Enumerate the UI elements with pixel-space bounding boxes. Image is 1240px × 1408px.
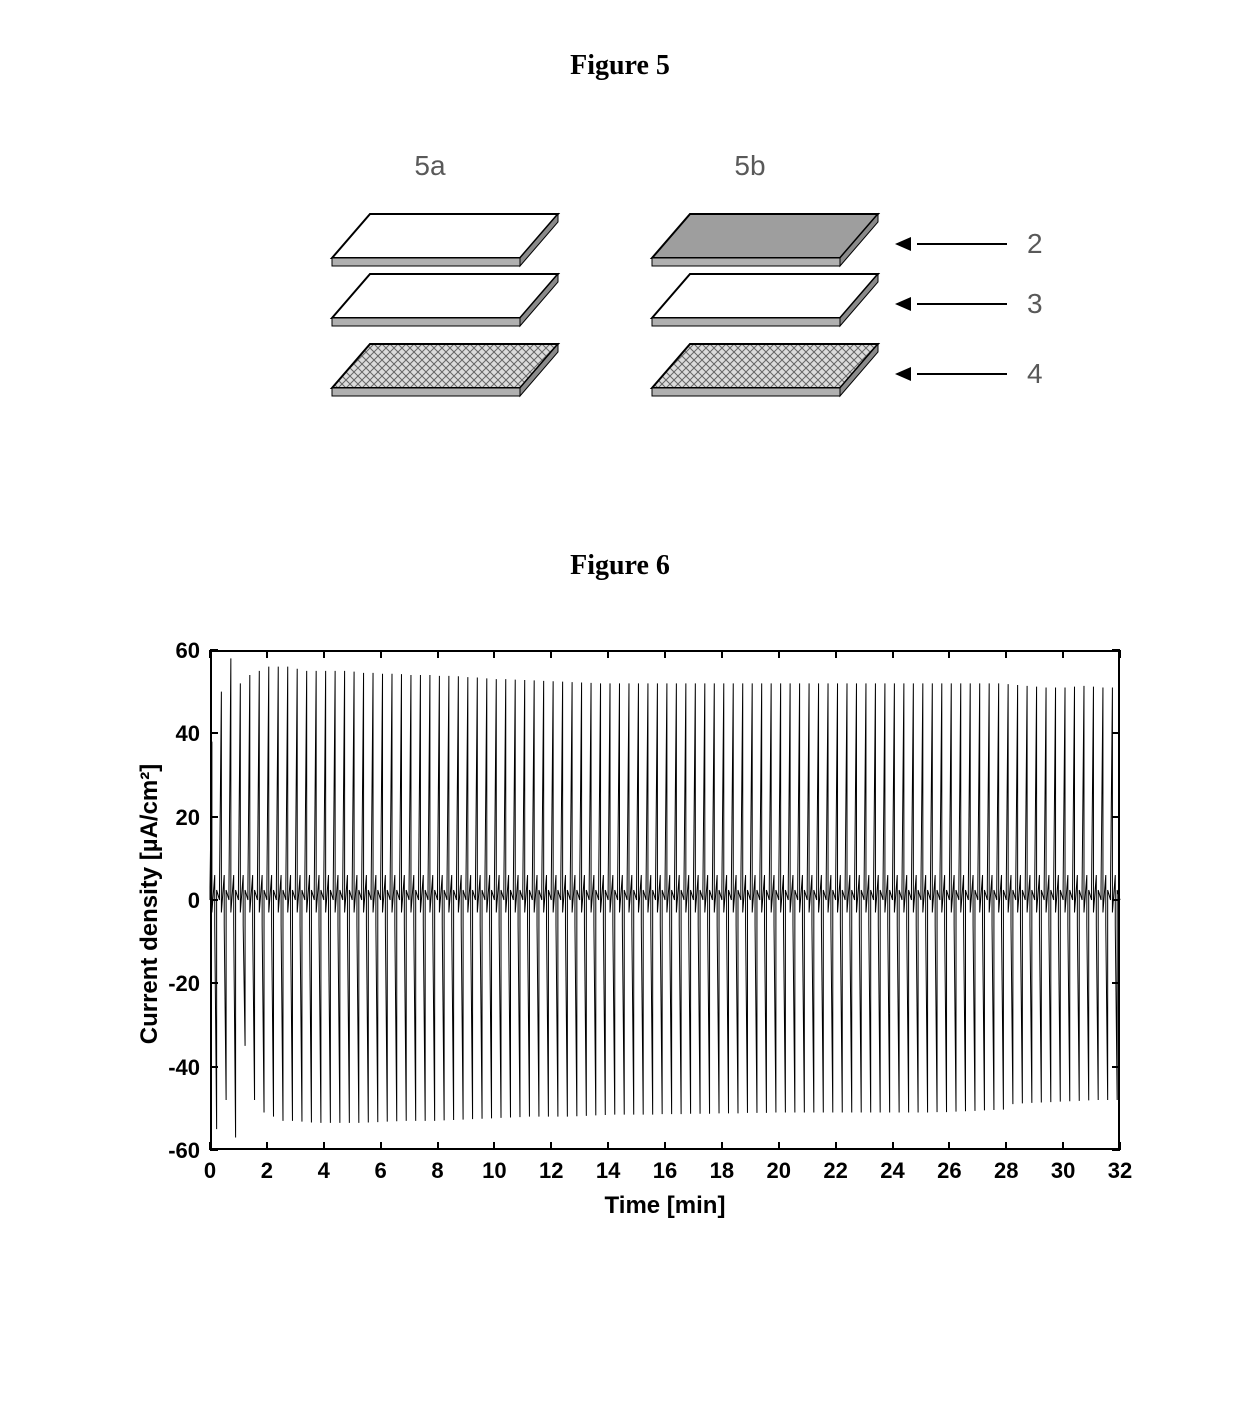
xtick-label: 8 [420,1158,456,1184]
y-axis-label: Current density [µA/cm²] [136,754,164,1054]
plot-svg [210,650,1120,1150]
xtick-mark [1119,650,1121,658]
xtick-mark [493,650,495,658]
figure-5-region: 5a 5b 2 3 4 [0,150,1240,470]
xtick-mark [1062,1142,1064,1150]
xtick-label: 18 [704,1158,740,1184]
xtick-mark [835,1142,837,1150]
ytick-mark [1112,1066,1120,1068]
ytick-mark [210,649,218,651]
arrow-head-icon [895,367,911,381]
xtick-mark [721,650,723,658]
arrow-number-3: 3 [1027,288,1043,320]
xtick-mark [721,1142,723,1150]
arrow-line [917,373,1007,375]
xtick-mark [1005,1142,1007,1150]
stack-b: 5b [620,150,880,410]
ytick-mark [210,816,218,818]
xtick-mark [892,650,894,658]
xtick-mark [380,650,382,658]
xtick-label: 32 [1102,1158,1138,1184]
ytick-mark [210,982,218,984]
xtick-mark [493,1142,495,1150]
xtick-mark [664,1142,666,1150]
arrow-number-2: 2 [1027,228,1043,260]
xtick-label: 14 [590,1158,626,1184]
ytick-mark [210,1066,218,1068]
arrow-4: 4 [895,358,1043,390]
xtick-label: 2 [249,1158,285,1184]
xtick-mark [948,650,950,658]
xtick-mark [778,650,780,658]
xtick-mark [1005,650,1007,658]
xtick-mark [550,650,552,658]
xtick-label: 24 [875,1158,911,1184]
ytick-label: -40 [150,1055,200,1081]
arrow-3: 3 [895,288,1043,320]
ytick-mark [1112,899,1120,901]
xtick-label: 30 [1045,1158,1081,1184]
ytick-mark [210,732,218,734]
layer-a-2 [330,340,530,420]
layer-b-2 [650,340,850,420]
figure-5-title: Figure 5 [0,50,1240,82]
stack-a: 5a [300,150,560,410]
xtick-mark [437,1142,439,1150]
xtick-mark [892,1142,894,1150]
xtick-label: 12 [533,1158,569,1184]
xtick-label: 26 [931,1158,967,1184]
xtick-mark [437,650,439,658]
xtick-mark [209,650,211,658]
xtick-label: 28 [988,1158,1024,1184]
xtick-mark [607,650,609,658]
xtick-mark [664,650,666,658]
ytick-mark [1112,816,1120,818]
xtick-mark [1062,650,1064,658]
arrow-line [917,303,1007,305]
arrow-line [917,243,1007,245]
xtick-label: 16 [647,1158,683,1184]
xtick-label: 0 [192,1158,228,1184]
xtick-mark [778,1142,780,1150]
x-axis-label: Time [min] [210,1192,1120,1220]
xtick-mark [1119,1142,1121,1150]
layer-a-1 [330,270,530,350]
ytick-label: 40 [150,721,200,747]
ytick-mark [1112,732,1120,734]
xtick-mark [835,650,837,658]
xtick-mark [323,650,325,658]
figure-6-title: Figure 6 [0,550,1240,582]
xtick-label: 22 [818,1158,854,1184]
ytick-label: 60 [150,638,200,664]
xtick-mark [323,1142,325,1150]
figure-6-region: -60-40-200204060 02468101214161820222426… [100,640,1140,1260]
arrow-head-icon [895,297,911,311]
xtick-label: 20 [761,1158,797,1184]
ytick-mark [1112,982,1120,984]
xtick-mark [266,1142,268,1150]
xtick-mark [550,1142,552,1150]
ytick-mark [210,1149,218,1151]
stack-label-a: 5a [300,150,560,182]
xtick-label: 4 [306,1158,342,1184]
xtick-mark [948,1142,950,1150]
ytick-mark [210,899,218,901]
current-density-trace [210,658,1120,1137]
xtick-mark [607,1142,609,1150]
xtick-mark [380,1142,382,1150]
xtick-mark [209,1142,211,1150]
arrow-head-icon [895,237,911,251]
xtick-label: 6 [363,1158,399,1184]
xtick-label: 10 [476,1158,512,1184]
stack-label-b: 5b [620,150,880,182]
chart-wrap: -60-40-200204060 02468101214161820222426… [100,640,1140,1260]
xtick-mark [266,650,268,658]
arrow-2: 2 [895,228,1043,260]
arrow-number-4: 4 [1027,358,1043,390]
layer-b-1 [650,270,850,350]
